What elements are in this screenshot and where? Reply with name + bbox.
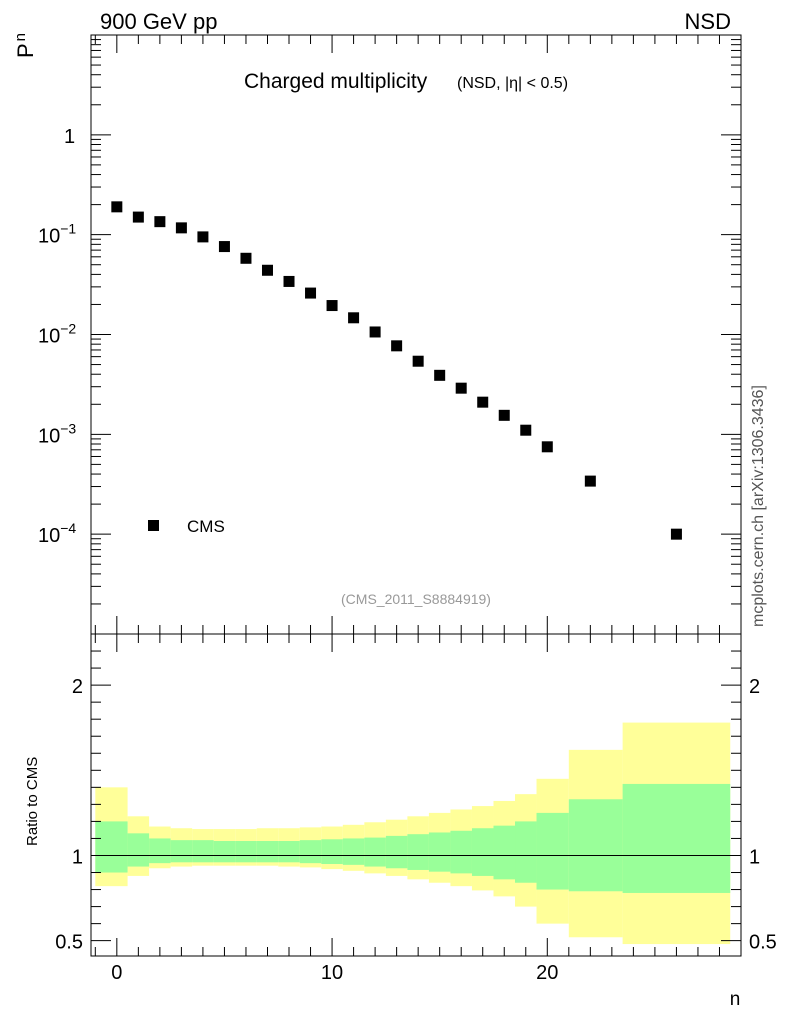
- ratio-band-inner-bin: [364, 837, 386, 867]
- data-point: [498, 409, 510, 421]
- data-point: [391, 340, 403, 352]
- ratio-axis-ticks: [91, 633, 742, 956]
- ratio-y-tick-label-right: 1: [749, 846, 760, 868]
- data-point: [520, 424, 532, 436]
- ratio-band-inner-bin: [536, 812, 569, 890]
- data-point: [154, 216, 166, 228]
- top-y-tick-label: 10−1: [38, 221, 76, 248]
- top-plot-frame: [90, 34, 742, 635]
- data-point: [369, 326, 381, 338]
- ratio-y-tick-label-right: 2: [749, 676, 760, 698]
- data-point: [111, 201, 123, 213]
- data-point: [175, 222, 187, 234]
- top-y-tick-label: 10−4: [38, 520, 76, 547]
- x-tick-label: 0: [111, 962, 122, 984]
- ratio-band-inner-bin: [95, 821, 128, 873]
- data-point: [455, 382, 467, 394]
- data-point: [283, 275, 295, 287]
- data-point: [541, 441, 553, 453]
- top-y-tick-labels: 1 10−1 10−2 10−3 10−4: [38, 126, 76, 547]
- ratio-y-tick-label-left: 0.5: [55, 932, 83, 954]
- data-point: [348, 312, 360, 324]
- ratio-band-inner-bin: [385, 835, 408, 869]
- data-point: [412, 355, 424, 367]
- top-y-tick-label: 10−2: [38, 321, 76, 348]
- ratio-band-inner-bin: [321, 839, 343, 864]
- plot-subtitle: (NSD, |η| < 0.5): [457, 75, 568, 92]
- ratio-band-inner-bin: [235, 841, 257, 863]
- data-point: [197, 231, 209, 243]
- data-point: [477, 396, 489, 408]
- ratio-band-inner-bin: [407, 834, 429, 870]
- ratio-band-inner-bin: [450, 830, 472, 874]
- header-left: 900 GeV pp: [100, 9, 217, 34]
- ratio-band-inner-bin: [622, 783, 731, 893]
- cms-data-points: [111, 201, 682, 540]
- ratio-band-inner-bin: [515, 821, 537, 883]
- ratio-bands: [95, 722, 731, 945]
- x-tick-label: 20: [536, 962, 558, 984]
- data-point: [218, 241, 230, 253]
- top-axis-ticks: [91, 35, 742, 635]
- data-point: [584, 475, 596, 487]
- ratio-band-inner-bin: [278, 841, 300, 863]
- ratio-y-tick-label-left: 2: [72, 676, 83, 698]
- data-point: [326, 300, 338, 312]
- data-point: [240, 252, 252, 264]
- ratio-band-inner-bin: [471, 828, 494, 876]
- ratio-band-inner-bin: [127, 833, 150, 867]
- ratio-plot-frame: [90, 633, 742, 957]
- ratio-tick-labels: 0.5 0.51 12 20 10 20: [55, 676, 777, 984]
- data-point: [670, 528, 682, 540]
- x-axis-label: n: [730, 989, 741, 1010]
- analysis-tag: (CMS_2011_S8884919): [341, 591, 491, 607]
- data-point: [132, 211, 144, 223]
- top-y-tick-label: 10−3: [38, 420, 76, 447]
- data-point: [261, 264, 273, 276]
- x-tick-label: 10: [321, 962, 343, 984]
- data-point: [434, 369, 446, 381]
- ratio-y-tick-label-right: 0.5: [749, 932, 777, 954]
- ratio-band-inner-bin: [568, 799, 623, 892]
- ratio-band-inner-bin: [192, 840, 214, 863]
- top-ylabel-sub: n: [12, 33, 29, 41]
- ratio-band-inner-bin: [170, 840, 193, 863]
- ratio-ylabel: Ratio to CMS: [24, 757, 41, 846]
- plot-title: Charged multiplicity: [244, 70, 428, 93]
- ratio-band-inner-bin: [428, 832, 451, 872]
- top-ylabel: Pn: [12, 33, 38, 58]
- ratio-band-inner-bin: [342, 838, 365, 865]
- legend-marker: [148, 520, 159, 531]
- ratio-band-inner-bin: [213, 841, 236, 863]
- header-right: NSD: [685, 9, 731, 34]
- ratio-band-inner-bin: [256, 841, 279, 863]
- ratio-band-inner-bin: [299, 840, 322, 864]
- top-y-tick-label: 1: [64, 126, 75, 148]
- ratio-band-inner-bin: [493, 825, 516, 880]
- watermark: mcplots.cern.ch [arXiv:1306.3436]: [750, 385, 767, 627]
- ratio-y-tick-label-left: 1: [72, 846, 83, 868]
- top-ylabel-main: P: [13, 43, 38, 58]
- data-point: [305, 287, 317, 299]
- legend-label: CMS: [187, 517, 225, 536]
- ratio-band-inner-bin: [149, 838, 171, 864]
